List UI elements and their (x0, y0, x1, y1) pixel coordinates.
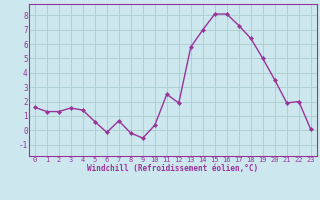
X-axis label: Windchill (Refroidissement éolien,°C): Windchill (Refroidissement éolien,°C) (87, 164, 258, 174)
